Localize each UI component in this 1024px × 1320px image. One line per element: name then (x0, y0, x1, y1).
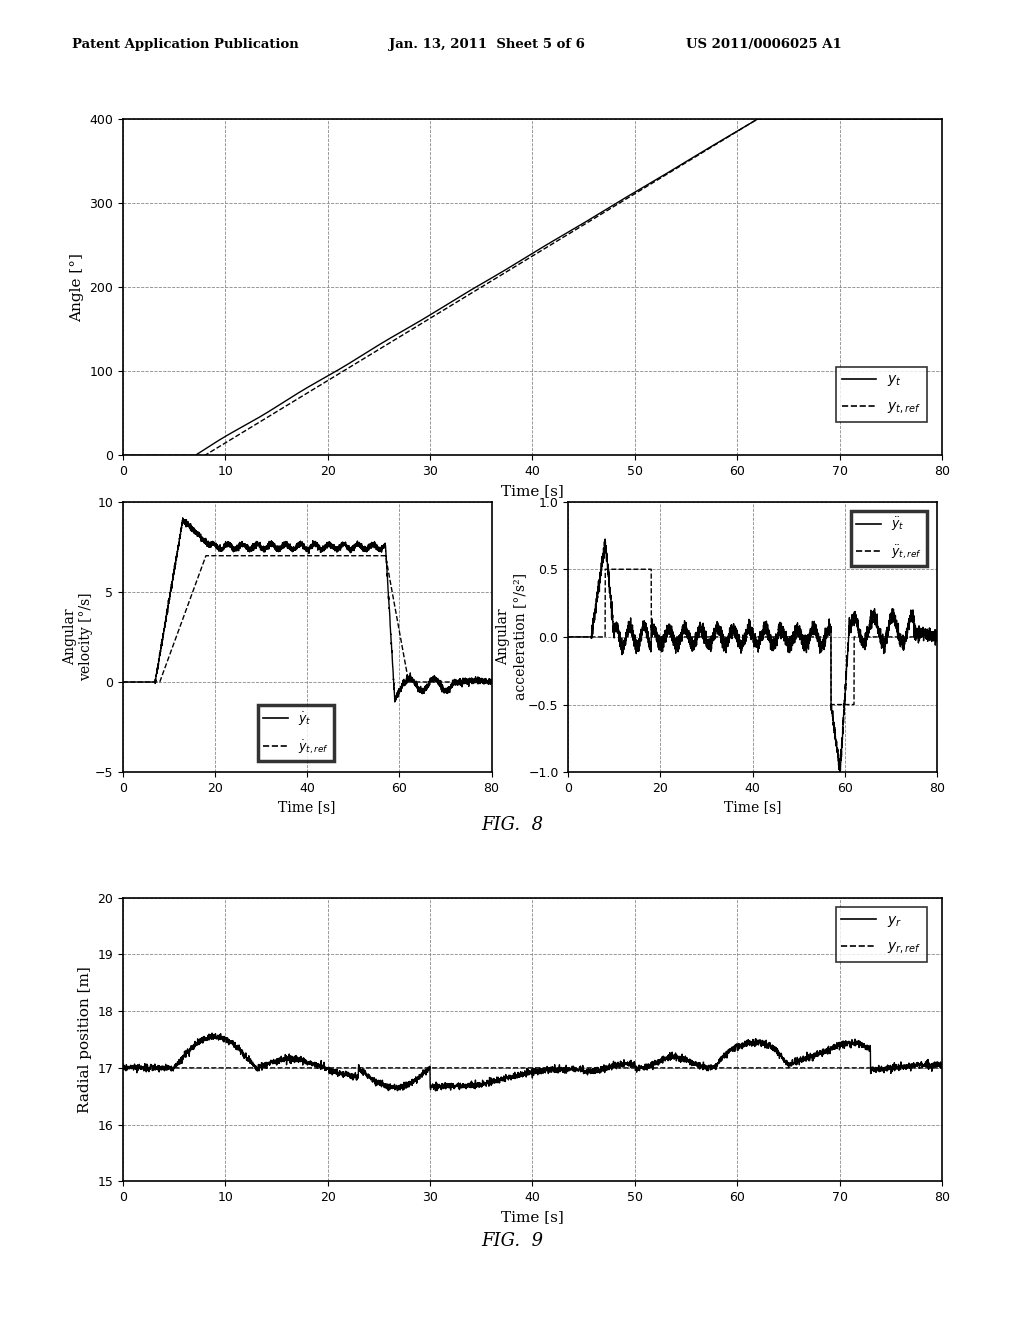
Text: FIG.  9: FIG. 9 (481, 1232, 543, 1250)
Y-axis label: Radial position [m]: Radial position [m] (78, 966, 92, 1113)
Legend: $y_r$, $y_{r,ref}$: $y_r$, $y_{r,ref}$ (836, 907, 927, 962)
X-axis label: Time [s]: Time [s] (501, 1209, 564, 1224)
X-axis label: Time [s]: Time [s] (279, 800, 336, 814)
X-axis label: Time [s]: Time [s] (724, 800, 781, 814)
Y-axis label: Angle [°]: Angle [°] (70, 252, 84, 322)
Y-axis label: Angular
velocity [°/s]: Angular velocity [°/s] (63, 593, 93, 681)
Text: Patent Application Publication: Patent Application Publication (72, 38, 298, 51)
Legend: $\ddot{y}_t$, $\ddot{y}_{t,ref}$: $\ddot{y}_t$, $\ddot{y}_{t,ref}$ (851, 511, 927, 566)
Text: US 2011/0006025 A1: US 2011/0006025 A1 (686, 38, 842, 51)
Text: Jan. 13, 2011  Sheet 5 of 6: Jan. 13, 2011 Sheet 5 of 6 (389, 38, 585, 51)
Y-axis label: Angular
acceleration [°/s²]: Angular acceleration [°/s²] (497, 573, 526, 701)
X-axis label: Time [s]: Time [s] (501, 483, 564, 498)
Legend: $y_t$, $y_{t,ref}$: $y_t$, $y_{t,ref}$ (836, 367, 927, 421)
Legend: $\dot{y}_t$, $\dot{y}_{t,ref}$: $\dot{y}_t$, $\dot{y}_{t,ref}$ (258, 705, 334, 760)
Text: FIG.  8: FIG. 8 (481, 816, 543, 834)
